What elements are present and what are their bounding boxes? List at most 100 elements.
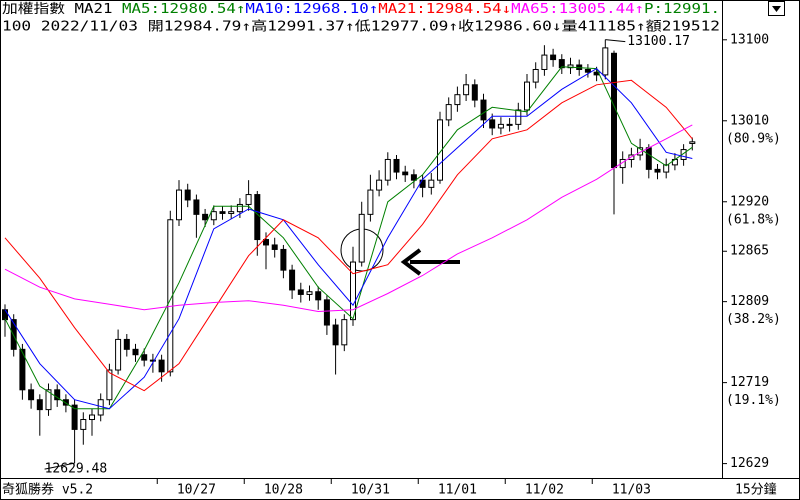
candle-body (445, 104, 452, 121)
candle-body (245, 194, 252, 205)
candle-body (410, 174, 417, 181)
candle-body (419, 179, 426, 188)
candle-body (306, 291, 313, 295)
candle-body (36, 399, 43, 411)
candle-body (437, 119, 443, 181)
low-leader (44, 462, 75, 470)
candle-body (184, 189, 191, 201)
header-line: 加權指數 MA21 MA5:12980.54↑ MA10:12968.10↑ MA2… (2, 2, 720, 17)
low-label: 12629.48 (45, 462, 108, 477)
candle-body (506, 123, 513, 126)
fib-label: (38.2%) (726, 312, 781, 327)
x-tick-label: 10/27 (177, 483, 216, 498)
candle-body (454, 94, 461, 106)
candle-body (489, 119, 496, 129)
fib-label: (61.8%) (726, 212, 781, 227)
header-segment: MA21:12984.54↓ (378, 2, 511, 17)
candle-body (158, 359, 165, 373)
candle-body (236, 203, 243, 213)
candle-body (115, 338, 122, 371)
candle-body (54, 389, 61, 401)
candle-body (62, 399, 69, 406)
candle-body (254, 194, 261, 241)
high-leader (605, 39, 626, 43)
candle-body (584, 68, 591, 73)
candle-body (532, 68, 539, 83)
candle-body (384, 158, 391, 181)
y-tick-label: 12719 (730, 375, 769, 390)
x-tick-label: 10/28 (264, 483, 303, 498)
candle-body (350, 261, 356, 321)
candle-body (558, 59, 565, 69)
candle-body (515, 109, 522, 125)
candle-body (176, 189, 182, 221)
candle-body (10, 319, 17, 350)
candle-body (132, 348, 139, 356)
y-tick-label: 13010 (730, 113, 769, 128)
high-label: 13100.17 (627, 34, 690, 49)
candle-body (663, 164, 670, 173)
candle-body (428, 179, 435, 188)
candle-body (524, 81, 530, 111)
candle-body (210, 211, 217, 221)
candle-body (315, 291, 322, 301)
candle-body (123, 338, 130, 350)
header-segment: MA10:12968.10↑ (245, 2, 378, 17)
candle-body (367, 189, 374, 215)
candle-body (2, 309, 8, 321)
header: 加權指數 MA21 MA5:12980.54↑ MA10:12968.10↑ MA2… (2, 2, 720, 35)
candle-body (497, 123, 504, 129)
candle-body (263, 239, 269, 246)
header-segment: 加權指數 MA21 (2, 2, 122, 17)
app-name: 奇狐勝券 v5.2 (2, 482, 93, 498)
ma-line (4, 67, 693, 410)
x-tick-label: 11/03 (612, 483, 651, 498)
candle-body (480, 99, 487, 121)
candle-body (45, 389, 52, 411)
candle-body (106, 369, 113, 401)
fib-label: (80.9%) (726, 131, 781, 146)
candle-body (341, 319, 348, 346)
candle-body (689, 141, 696, 144)
candle-body (202, 213, 209, 221)
y-tick-label: 13100 (730, 32, 769, 47)
y-tick-label: 12865 (730, 244, 769, 259)
fib-label: (19.1%) (726, 393, 781, 408)
candle-body (680, 149, 687, 160)
ma-line (4, 124, 693, 313)
candle-body (402, 171, 409, 176)
candle-body (71, 404, 78, 430)
candle-body (393, 158, 400, 173)
candle-body (323, 299, 330, 326)
header-line: 100 2022/11/03 開12984.79↑高12991.37↑低1297… (2, 19, 720, 35)
candle-body (28, 389, 35, 401)
ma-line (4, 79, 693, 392)
header-segment: P:12991. (644, 2, 720, 17)
y-tick-label: 12809 (730, 294, 769, 309)
candle-body (193, 199, 200, 215)
candle-body (541, 54, 548, 70)
candle-body (358, 213, 365, 263)
candle-body (149, 359, 156, 362)
candle-body (332, 324, 339, 346)
candle-body (280, 248, 287, 271)
candle-body (228, 211, 235, 214)
ma-line (4, 66, 693, 410)
menu-icon[interactable] (768, 1, 785, 16)
y-tick-label: 12920 (730, 194, 769, 209)
candle-body (654, 168, 661, 173)
candle-body (550, 54, 557, 61)
candle-body (219, 211, 226, 214)
candle-body (471, 84, 478, 101)
x-tick-label: 11/01 (438, 483, 477, 498)
x-tick-label: 11/02 (525, 483, 564, 498)
candle-body (376, 179, 383, 191)
y-tick-label: 12629 (730, 456, 769, 471)
candle-body (141, 354, 148, 361)
candle-body (602, 47, 609, 76)
candle-body (289, 269, 296, 291)
header-segment: MA65:13005.44↑ (511, 2, 644, 17)
candle-body (271, 244, 278, 250)
candle-body (80, 419, 87, 430)
